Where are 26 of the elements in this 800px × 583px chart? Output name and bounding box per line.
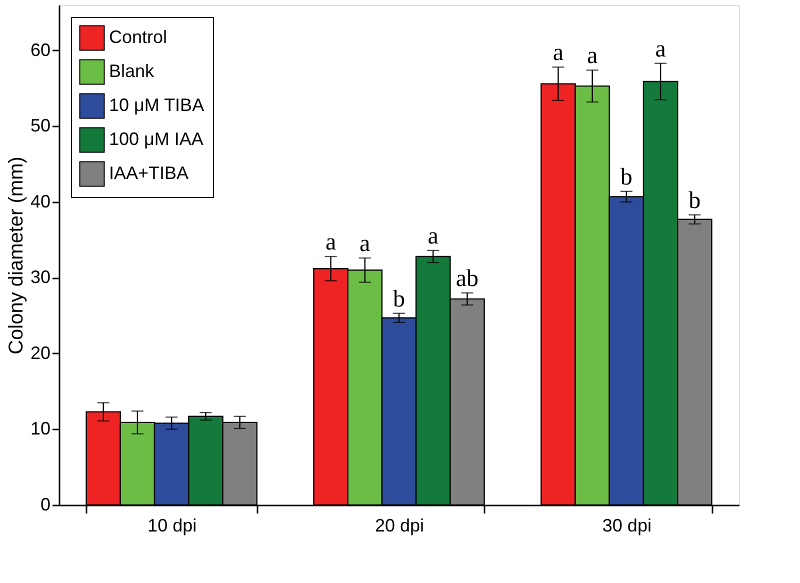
annotation: a [360, 231, 371, 258]
legend-label: Blank [109, 61, 156, 81]
y-tick-label: 30 [30, 267, 50, 288]
x-tick-label: 30 dpi [602, 516, 652, 536]
legend-label: 10 μM TIBA [109, 95, 204, 115]
annotation: b [688, 188, 701, 214]
annotation: a [586, 43, 598, 70]
y-axis-title: Colony diameter (mm) [5, 156, 28, 354]
y-tick-label: 20 [30, 342, 50, 363]
y-tick-label: 40 [30, 191, 50, 212]
legend-label: IAA+TIBA [109, 163, 189, 183]
y-tick-label: 50 [30, 116, 50, 136]
annotation: a [655, 36, 666, 62]
annotation: a [552, 40, 564, 66]
y-tick-label: 10 [30, 418, 50, 439]
annotation: a [428, 223, 439, 250]
x-tick-label: 10 dpi [148, 516, 197, 536]
y-tick-label: 0 [40, 494, 50, 514]
legend-label: 100 μM IAA [109, 129, 204, 149]
x-tick-label: 20 dpi [374, 516, 424, 536]
annotation: ab [456, 266, 479, 292]
legend-label: Control [109, 27, 168, 47]
annotation: a [325, 230, 336, 256]
annotation: b [393, 286, 405, 312]
y-tick-label: 60 [30, 40, 50, 60]
annotation: b [620, 164, 632, 190]
